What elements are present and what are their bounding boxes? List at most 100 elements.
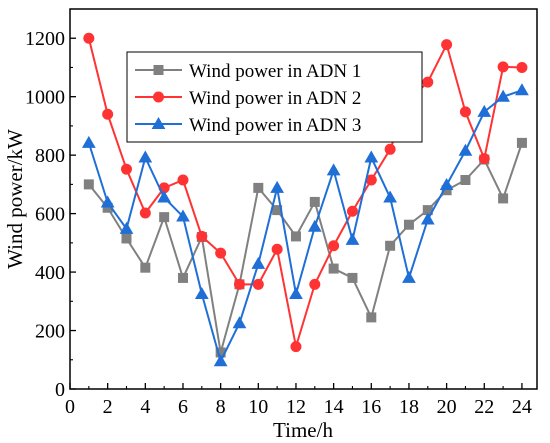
series-2-point [102, 108, 114, 120]
series-3-point [345, 232, 360, 245]
y-tick-label: 800 [35, 145, 65, 167]
x-tick-label: 24 [512, 396, 532, 418]
x-tick-label: 2 [103, 396, 113, 418]
series-3-point [477, 104, 492, 117]
series-1-point [498, 193, 509, 204]
series-1-point [385, 240, 396, 251]
series-3-point [100, 195, 115, 208]
series-3-point [326, 163, 341, 176]
series-3-point [194, 286, 209, 299]
legend-label: Wind power in ADN 2 [189, 88, 361, 109]
series-1-point [403, 219, 414, 230]
series-2-point [233, 278, 245, 290]
series-2-point [516, 61, 528, 73]
x-tick-label: 6 [178, 396, 188, 418]
x-tick-label: 20 [437, 396, 457, 418]
series-1-point [159, 212, 170, 223]
series-3-point [307, 219, 322, 232]
series-3-point [383, 190, 397, 203]
series-1-point [290, 231, 301, 242]
series-2-point [384, 143, 396, 155]
x-axis-title: Time/h [273, 418, 333, 442]
legend-swatch-marker [153, 91, 164, 103]
series-group [81, 32, 529, 367]
series-2-point [346, 205, 358, 217]
series-2-point [120, 163, 132, 175]
series-2-point [309, 278, 321, 290]
x-tick-label: 22 [474, 396, 494, 418]
legend-swatch-marker [153, 65, 164, 75]
series-3-point [420, 212, 435, 225]
series-3-line [87, 89, 523, 363]
series-1-point [460, 175, 471, 185]
x-tick-label: 16 [361, 396, 381, 418]
x-tick-label: 8 [216, 396, 226, 418]
y-tick-label: 400 [35, 262, 65, 284]
series-2-point [328, 240, 340, 252]
series-2-point [422, 76, 434, 88]
series-3-point [458, 143, 473, 156]
y-tick-label: 1000 [25, 87, 65, 109]
series-2-point [177, 174, 189, 186]
y-tick-label: 1200 [25, 28, 65, 50]
legend: Wind power in ADN 1 Wind power in ADN 2 Wi… [126, 51, 423, 143]
series-1-point [253, 182, 264, 193]
legend-entry-1: Wind power in ADN 1 [135, 61, 361, 82]
x-tick-label: 4 [140, 396, 150, 418]
series-1-point [121, 233, 132, 244]
series-3-point [364, 150, 379, 163]
series-3-point [176, 209, 190, 222]
series-2-point [271, 243, 283, 255]
series-3-point [251, 256, 266, 269]
x-tick-label: 18 [399, 396, 419, 418]
series-3-point [289, 286, 303, 299]
legend-label: Wind power in ADN 3 [189, 115, 361, 136]
series-3-point [496, 89, 510, 102]
series-1-point [177, 272, 188, 283]
y-tick-label: 200 [35, 321, 65, 343]
legend-swatch-marker [151, 116, 166, 129]
series-1-point [366, 312, 377, 323]
series-2-point [215, 247, 227, 259]
series-1 [83, 137, 527, 358]
series-1-point [328, 263, 339, 274]
series-2-point [196, 230, 208, 242]
series-2-point [252, 278, 264, 290]
series-2-point [83, 32, 95, 44]
series-1-point [516, 137, 527, 148]
series-1-point [83, 179, 94, 190]
series-2 [83, 32, 528, 353]
legend-entry-2: Wind power in ADN 2 [135, 88, 361, 109]
series-3-point [402, 270, 416, 283]
series-3-point [232, 316, 247, 329]
axis-ticks: 0 2 4 6 8 10 12 14 16 18 20 22 240200400600800100012… [25, 28, 532, 418]
y-axis-title: Wind power/kW [3, 129, 27, 269]
legend-entry-3: Wind power in ADN 3 [135, 115, 361, 136]
series-3-point [119, 221, 134, 234]
series-3 [81, 83, 529, 367]
series-1-point [347, 272, 358, 283]
series-2-point [497, 61, 509, 73]
series-3-point [213, 354, 228, 367]
x-tick-label: 10 [248, 396, 268, 418]
series-1-point [140, 262, 151, 273]
series-2-point [478, 153, 490, 165]
series-3-point [439, 177, 454, 190]
series-3-point [515, 83, 529, 96]
series-3-point [157, 190, 172, 203]
x-tick-label: 0 [65, 396, 75, 418]
series-2-point [290, 341, 302, 353]
series-2-point [459, 106, 471, 118]
series-2-point [441, 39, 453, 51]
y-tick-label: 600 [35, 204, 65, 226]
series-3-point [138, 150, 153, 163]
legend-label: Wind power in ADN 1 [189, 61, 361, 82]
series-3-point [270, 180, 284, 193]
series-2-point [139, 207, 151, 219]
x-tick-label: 12 [286, 396, 306, 418]
x-tick-label: 14 [324, 396, 344, 418]
plot-frame [69, 8, 538, 390]
series-3-point [81, 135, 96, 148]
y-tick-label: 0 [55, 379, 65, 401]
